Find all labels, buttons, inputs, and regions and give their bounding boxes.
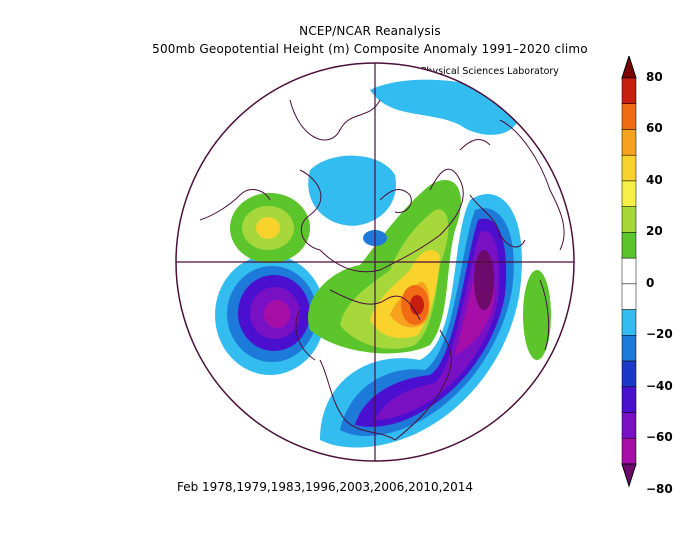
positive-anomaly-alaska [230,193,310,263]
colorbar-tick-label: 80 [646,70,663,84]
colorbar-block [621,412,637,439]
colorbar-tick-label: 20 [646,224,663,239]
plot-subtitle: 500mb Geopotential Height (m) Composite … [152,42,588,56]
colorbar-tick-label: −60 [646,430,673,445]
colorbar-block [621,154,637,182]
colorbar-tick-label: −40 [646,378,673,393]
negative-anomaly-pacific [215,255,325,375]
positive-anomaly-canada [308,180,461,354]
colorbar-block [621,103,637,130]
negative-anomaly-atlantic [320,194,522,448]
colorbar-block [621,360,637,388]
colorbar-block [621,386,637,413]
period-label: Feb 1978,1979,1983,1996,2003,2006,2010,2… [176,480,474,494]
colorbar-block [621,438,637,465]
colorbar-tick-label: −20 [646,327,673,342]
colorbar-block [621,335,637,362]
colorbar-tick-label: 0 [646,275,655,290]
colorbar-block [621,309,637,336]
colorbar-max-triangle [621,56,637,79]
map-border [175,62,575,462]
colorbar-block [621,232,637,259]
colorbar-block [621,77,637,104]
colorbar-tick-label: −80 [646,481,673,496]
colorbar-tick-label: 40 [646,172,663,187]
colorbar-min-triangle [621,463,637,488]
colorbar-block [621,180,637,207]
colorbar-block [621,206,637,233]
plot-title: NCEP/NCAR Reanalysis [299,24,441,38]
colorbar-tick-label: 60 [646,121,663,136]
colorbar-block [621,283,637,310]
positive-anomaly-east-atlantic [523,270,551,360]
colorbar-block [621,257,637,285]
colorbar-block [621,129,637,156]
colorbar [621,56,637,488]
coastlines [199,99,565,441]
credit-label: NOAA Physical Sciences Laboratory [390,66,559,77]
